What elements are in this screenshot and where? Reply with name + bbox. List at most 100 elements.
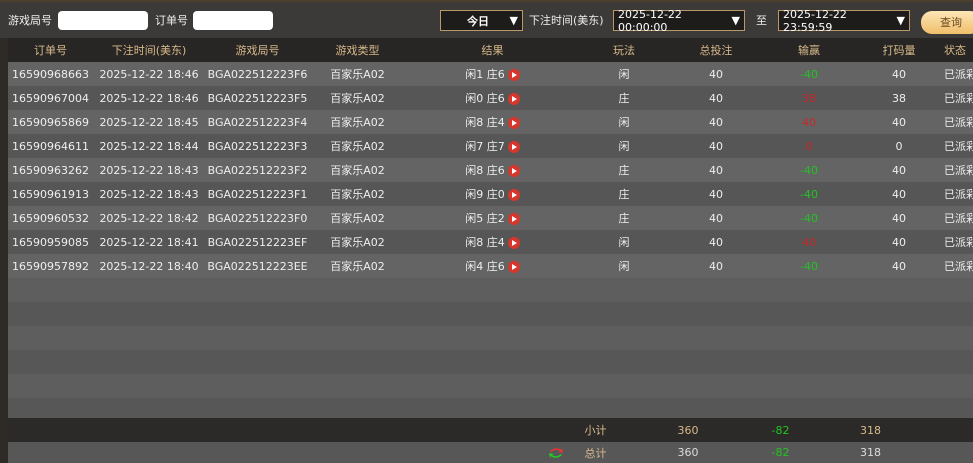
bet-type-value: 闲 — [618, 236, 630, 249]
valid-bet-value: 40 — [892, 115, 906, 129]
result-value: 闲9 庄0 — [465, 188, 505, 201]
result-value: 闲8 庄6 — [465, 164, 505, 177]
bet-time-value: 2025-12-22 18:46 — [99, 91, 199, 105]
query-button[interactable]: 查询 — [921, 11, 973, 34]
play-replay-icon[interactable] — [507, 189, 520, 201]
cell-order-id: 16590963262 — [8, 164, 93, 177]
cell-total-bet: 40 — [668, 116, 764, 129]
total-bet-value: 40 — [709, 91, 723, 105]
table-row[interactable]: 16590957892 2025-12-22 18:40 BGA022512223E… — [8, 254, 973, 278]
column-header-result: 结果 — [481, 44, 504, 57]
game-type-value: 百家乐A02 — [330, 236, 385, 249]
cell-result: 闲1 庄6 — [405, 66, 580, 82]
end-time-select[interactable]: 2025-12-22 23:59:59 ▼ — [778, 7, 910, 34]
play-replay-icon[interactable] — [507, 261, 520, 273]
cell-order-id: 16590967004 — [8, 92, 93, 105]
bet-time-value: 2025-12-22 18:46 — [99, 67, 199, 81]
cell-bet-type: 闲 — [580, 258, 668, 274]
cell-valid-bet: 40 — [854, 260, 944, 273]
cell-bet-time: 2025-12-22 18:42 — [93, 212, 205, 225]
status-value: 已派彩 — [944, 260, 973, 273]
order-input[interactable] — [193, 11, 273, 30]
cell-status: 已派彩 — [944, 234, 973, 250]
play-replay-icon[interactable] — [507, 69, 520, 81]
table-row[interactable]: 16590960532 2025-12-22 18:42 BGA022512223F… — [8, 206, 973, 230]
cell-valid-bet: 40 — [854, 164, 944, 177]
cell-win-loss: 40 — [764, 116, 854, 129]
table-row[interactable]: 16590967004 2025-12-22 18:46 BGA022512223F… — [8, 86, 973, 110]
subtotal-row: 小计 360 -82 318 — [8, 418, 973, 442]
round-id-value: BGA022512223F3 — [207, 139, 308, 153]
end-time-value: 2025-12-22 23:59:59 — [783, 7, 847, 34]
cell-valid-bet: 40 — [854, 236, 944, 249]
cell-round-id: BGA022512223F4 — [205, 116, 310, 129]
play-replay-icon[interactable] — [507, 93, 520, 105]
table-row[interactable]: 16590964611 2025-12-22 18:44 BGA022512223F… — [8, 134, 973, 158]
bet-type-value: 闲 — [618, 116, 630, 129]
cell-result: 闲8 庄4 — [405, 114, 580, 130]
bet-type-value: 庄 — [618, 212, 630, 225]
column-header-status: 状态 — [944, 44, 966, 57]
cell-round-id: BGA022512223F6 — [205, 68, 310, 81]
cell-game-type: 百家乐A02 — [310, 114, 405, 130]
to-label: 至 — [756, 14, 767, 27]
total-bet-value: 40 — [709, 163, 723, 177]
cell-total-bet: 40 — [668, 140, 764, 153]
table-row[interactable]: 16590965869 2025-12-22 18:45 BGA022512223F… — [8, 110, 973, 134]
total-bet: 360 — [677, 446, 699, 459]
bet-records-table: 订单号 下注时间(美东) 游戏局号 游戏类型 结果 玩法 总投注 输赢 打码量 状态 165909… — [8, 38, 973, 463]
play-replay-icon[interactable] — [507, 141, 520, 153]
round-id-value: BGA022512223F1 — [207, 187, 308, 201]
game-type-value: 百家乐A02 — [330, 260, 385, 273]
column-header-round-id: 游戏局号 — [235, 44, 280, 57]
cell-total-bet: 40 — [668, 92, 764, 105]
bet-time-value: 2025-12-22 18:43 — [99, 163, 199, 177]
period-select[interactable]: 今日 ▼ — [440, 10, 523, 31]
cell-win-loss: -40 — [764, 212, 854, 225]
play-replay-icon[interactable] — [507, 117, 520, 129]
table-row[interactable]: 16590961913 2025-12-22 18:43 BGA022512223F… — [8, 182, 973, 206]
total-valid: 318 — [860, 446, 881, 459]
play-replay-icon[interactable] — [507, 213, 520, 225]
win-loss-value: -40 — [800, 67, 818, 81]
status-value: 已派彩 — [944, 92, 973, 105]
total-bet-value: 40 — [709, 259, 723, 273]
game-type-value: 百家乐A02 — [330, 140, 385, 153]
bet-time-value: 2025-12-22 18:42 — [99, 211, 199, 225]
status-value: 已派彩 — [944, 140, 973, 153]
status-value: 已派彩 — [944, 188, 973, 201]
refresh-icon[interactable] — [546, 442, 566, 463]
valid-bet-value: 40 — [892, 163, 906, 177]
win-loss-value: -40 — [800, 259, 818, 273]
table-row[interactable]: 16590968663 2025-12-22 18:46 BGA022512223F… — [8, 62, 973, 86]
play-replay-icon[interactable] — [507, 237, 520, 249]
cell-order-id: 16590968663 — [8, 68, 93, 81]
status-value: 已派彩 — [944, 212, 973, 225]
bet-type-value: 闲 — [618, 68, 630, 81]
start-time-select[interactable]: 2025-12-22 00:00:00 ▼ — [613, 8, 745, 34]
round-input[interactable] — [58, 11, 148, 30]
cell-status: 已派彩 — [944, 162, 973, 178]
cell-result: 闲7 庄7 — [405, 138, 580, 154]
cell-result: 闲5 庄2 — [405, 210, 580, 226]
win-loss-value: 38 — [802, 91, 816, 105]
valid-bet-value: 40 — [892, 67, 906, 81]
empty-row — [8, 374, 973, 398]
bet-time-value: 2025-12-22 18:44 — [99, 139, 199, 153]
bet-time-value: 2025-12-22 18:40 — [99, 259, 199, 273]
order-label: 订单号 — [155, 14, 188, 27]
play-replay-icon[interactable] — [507, 165, 520, 177]
bet-time-value: 2025-12-22 18:45 — [99, 115, 199, 129]
status-value: 已派彩 — [944, 236, 973, 249]
cell-result: 闲8 庄4 — [405, 234, 580, 250]
cell-result: 闲0 庄6 — [405, 90, 580, 106]
table-row[interactable]: 16590963262 2025-12-22 18:43 BGA022512223F… — [8, 158, 973, 182]
order-id-value: 16590968663 — [12, 67, 89, 81]
order-id-value: 16590964611 — [12, 139, 89, 153]
empty-row — [8, 326, 973, 350]
cell-game-type: 百家乐A02 — [310, 162, 405, 178]
table-row[interactable]: 16590959085 2025-12-22 18:41 BGA022512223E… — [8, 230, 973, 254]
column-header-order-id: 订单号 — [34, 44, 67, 57]
cell-bet-type: 闲 — [580, 234, 668, 250]
cell-order-id: 16590960532 — [8, 212, 93, 225]
